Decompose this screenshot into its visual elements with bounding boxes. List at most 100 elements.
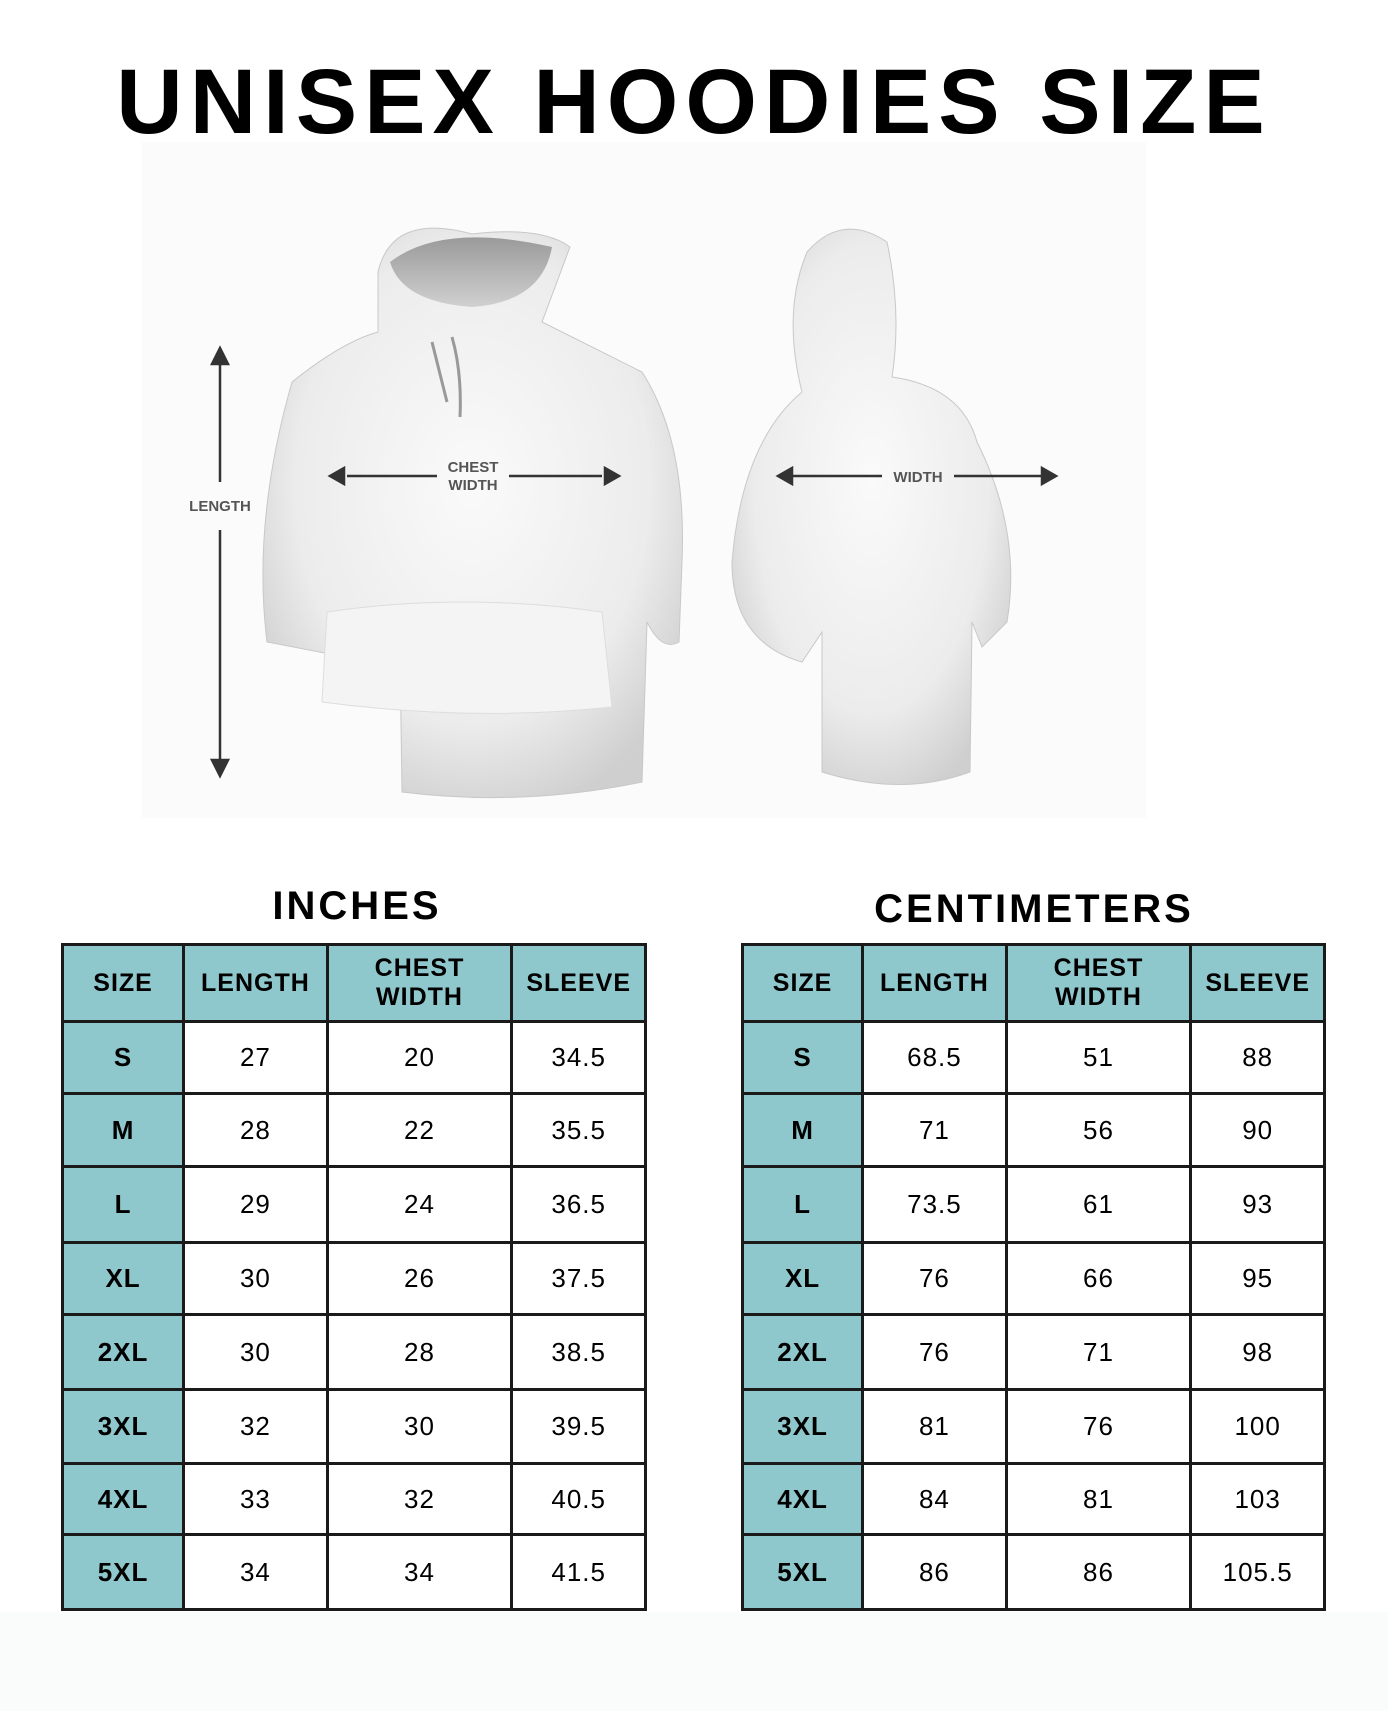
- value-cell: 95: [1189, 1241, 1326, 1316]
- column-header: LENGTH: [182, 943, 329, 1023]
- value-cell: 34: [182, 1533, 329, 1611]
- size-cell: L: [740, 1165, 865, 1244]
- value-cell: 71: [861, 1092, 1008, 1168]
- size-cell: 3XL: [740, 1388, 865, 1465]
- size-cell: M: [60, 1092, 186, 1168]
- value-cell: 51: [1004, 1020, 1193, 1095]
- value-cell: 68.5: [861, 1020, 1008, 1095]
- size-cell: 2XL: [740, 1313, 865, 1391]
- table-row: 2XL 76 71 98: [740, 1313, 1326, 1391]
- value-cell: 98: [1189, 1313, 1326, 1391]
- table-row: 4XL 84 81 103: [740, 1462, 1326, 1536]
- value-cell: 76: [1004, 1388, 1193, 1465]
- table-row: 3XL 81 76 100: [740, 1388, 1326, 1465]
- value-cell: 66: [1004, 1241, 1193, 1316]
- column-header: SLEEVE: [1189, 943, 1326, 1023]
- value-cell: 105.5: [1189, 1533, 1326, 1611]
- back-width-arrow: [775, 465, 1059, 487]
- value-cell: 73.5: [861, 1165, 1008, 1244]
- value-cell: 90: [1189, 1092, 1326, 1168]
- value-cell: 61: [1004, 1165, 1193, 1244]
- column-header: CHEST WIDTH: [325, 943, 514, 1023]
- front-hoodie: [262, 227, 683, 799]
- header-row: SIZE LENGTH CHEST WIDTH SLEEVE: [740, 943, 1326, 1023]
- value-cell: 34.5: [510, 1020, 647, 1095]
- value-cell: 30: [182, 1313, 329, 1391]
- value-cell: 24: [325, 1165, 514, 1244]
- value-cell: 35.5: [510, 1092, 647, 1168]
- value-cell: 37.5: [510, 1241, 647, 1316]
- value-cell: 30: [182, 1241, 329, 1316]
- value-cell: 86: [1004, 1533, 1193, 1611]
- centimeters-table: SIZE LENGTH CHEST WIDTH SLEEVE S 68.5 51 88 M 71 5…: [740, 943, 1326, 1611]
- size-cell: 4XL: [60, 1462, 186, 1536]
- centimeters-title: CENTIMETERS: [874, 887, 1194, 931]
- value-cell: 28: [182, 1092, 329, 1168]
- size-cell: 3XL: [60, 1388, 186, 1465]
- value-cell: 32: [182, 1388, 329, 1465]
- value-cell: 56: [1004, 1092, 1193, 1168]
- table-row: S 27 20 34.5: [60, 1020, 647, 1095]
- column-header: LENGTH: [861, 943, 1008, 1023]
- value-cell: 39.5: [510, 1388, 647, 1465]
- bottom-strip: [0, 1612, 1388, 1711]
- value-cell: 88: [1189, 1020, 1326, 1095]
- value-cell: 38.5: [510, 1313, 647, 1391]
- value-cell: 84: [861, 1462, 1008, 1536]
- column-header: SLEEVE: [510, 943, 647, 1023]
- column-header: SIZE: [60, 943, 186, 1023]
- table-row: S 68.5 51 88: [740, 1020, 1326, 1095]
- size-cell: XL: [740, 1241, 865, 1316]
- table-row: XL 76 66 95: [740, 1241, 1326, 1316]
- value-cell: 34: [325, 1533, 514, 1611]
- back-hoodie: [731, 228, 1012, 785]
- value-cell: 93: [1189, 1165, 1326, 1244]
- size-cell: 2XL: [60, 1313, 186, 1391]
- header-row: SIZE LENGTH CHEST WIDTH SLEEVE: [60, 943, 647, 1023]
- value-cell: 20: [325, 1020, 514, 1095]
- table-row: 5XL 34 34 41.5: [60, 1533, 647, 1611]
- value-cell: 32: [325, 1462, 514, 1536]
- value-cell: 41.5: [510, 1533, 647, 1611]
- value-cell: 100: [1189, 1388, 1326, 1465]
- value-cell: 22: [325, 1092, 514, 1168]
- value-cell: 81: [1004, 1462, 1193, 1536]
- table-row: 3XL 32 30 39.5: [60, 1388, 647, 1465]
- value-cell: 28: [325, 1313, 514, 1391]
- size-cell: 5XL: [740, 1533, 865, 1611]
- column-header: SIZE: [740, 943, 865, 1023]
- value-cell: 36.5: [510, 1165, 647, 1244]
- table-row: M 71 56 90: [740, 1092, 1326, 1168]
- value-cell: 40.5: [510, 1462, 647, 1536]
- size-cell: 5XL: [60, 1533, 186, 1611]
- value-cell: 30: [325, 1388, 514, 1465]
- value-cell: 81: [861, 1388, 1008, 1465]
- value-cell: 26: [325, 1241, 514, 1316]
- value-cell: 71: [1004, 1313, 1193, 1391]
- value-cell: 29: [182, 1165, 329, 1244]
- size-cell: 4XL: [740, 1462, 865, 1536]
- length-arrow: [209, 345, 231, 779]
- length-label: LENGTH: [189, 498, 251, 515]
- value-cell: 103: [1189, 1462, 1326, 1536]
- value-cell: 33: [182, 1462, 329, 1536]
- table-row: L 29 24 36.5: [60, 1165, 647, 1244]
- hoodie-diagram: LENGTH CHEST WIDTH WIDTH: [142, 142, 1146, 818]
- hoodie-illustration: LENGTH CHEST WIDTH WIDTH: [189, 227, 1059, 799]
- chest-width-arrow: [327, 465, 622, 487]
- inches-title: INCHES: [272, 884, 442, 928]
- value-cell: 27: [182, 1020, 329, 1095]
- table-row: L 73.5 61 93: [740, 1165, 1326, 1244]
- table-row: M 28 22 35.5: [60, 1092, 647, 1168]
- back-width-label: WIDTH: [893, 469, 942, 486]
- size-cell: S: [740, 1020, 865, 1095]
- size-cell: M: [740, 1092, 865, 1168]
- size-cell: L: [60, 1165, 186, 1244]
- column-header: CHEST WIDTH: [1004, 943, 1193, 1023]
- table-row: 5XL 86 86 105.5: [740, 1533, 1326, 1611]
- table-row: XL 30 26 37.5: [60, 1241, 647, 1316]
- value-cell: 76: [861, 1313, 1008, 1391]
- size-cell: XL: [60, 1241, 186, 1316]
- chest-label-line1: CHEST: [448, 459, 499, 476]
- chest-label-line2: WIDTH: [448, 477, 497, 494]
